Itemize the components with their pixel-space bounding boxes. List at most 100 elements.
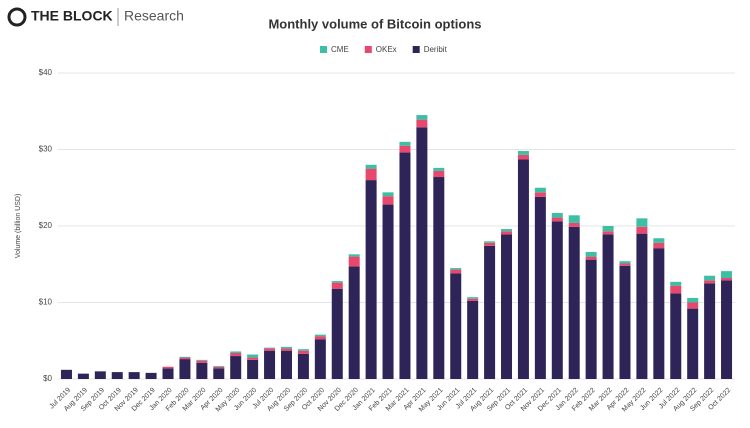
bar-segment: [551, 217, 563, 222]
bar-segment: [264, 350, 276, 379]
bar-segment: [484, 242, 496, 246]
bar-segment: [602, 226, 614, 232]
bar-segment: [297, 349, 309, 351]
legend-label: OKEx: [376, 45, 397, 54]
bar-segment: [568, 222, 580, 227]
bar-segment: [179, 357, 191, 360]
bar-segment: [230, 352, 242, 357]
logo-icon: [7, 7, 27, 27]
bar-segment: [264, 347, 276, 349]
bar-segment: [568, 226, 580, 379]
bar-segment: [331, 288, 343, 379]
bar-segment: [619, 261, 631, 264]
bar-segment: [467, 297, 479, 299]
bar-segment: [179, 356, 191, 358]
bar-segment: [467, 298, 479, 301]
bar-segment: [551, 221, 563, 379]
bar-segment: [534, 192, 546, 197]
bar-segment: [585, 259, 597, 379]
bar-segment: [280, 348, 292, 351]
bar-segment: [551, 212, 563, 218]
bar-segment: [331, 281, 343, 283]
bar-segment: [162, 368, 174, 379]
bar-segment: [348, 256, 360, 267]
bar-segment: [602, 231, 614, 235]
bar-segment: [60, 369, 72, 379]
bar-segment: [416, 119, 428, 128]
bar-segment: [585, 252, 597, 257]
y-tick-label: $20: [39, 221, 53, 230]
bar-segment: [653, 238, 665, 243]
y-tick-label: $30: [39, 145, 53, 154]
bar-segment: [517, 159, 529, 379]
y-axis-label: Volume (billion USD): [15, 194, 22, 259]
bar-segment: [230, 351, 242, 353]
bar-segment: [399, 152, 411, 379]
bar-segment: [433, 167, 445, 171]
legend-swatch: [320, 46, 327, 53]
bar-segment: [619, 265, 631, 379]
bar-segment: [77, 373, 89, 379]
brand-section: Research: [124, 8, 184, 24]
bar-segment: [365, 180, 377, 379]
bar-segment: [602, 234, 614, 379]
bar-segment: [348, 254, 360, 257]
legend-label: Deribit: [424, 45, 448, 54]
bar-segment: [670, 293, 682, 379]
legend-swatch: [364, 46, 372, 53]
bar-segment: [213, 365, 225, 367]
bar-segment: [297, 350, 309, 354]
bar-segment: [484, 241, 496, 243]
logo: THE BLOCK Research: [7, 7, 184, 27]
bar-segment: [247, 359, 259, 379]
bar-segment: [264, 348, 276, 351]
bar-segment: [179, 359, 191, 379]
bar-segment: [433, 170, 445, 178]
bar-segment: [670, 285, 682, 294]
y-tick-label: $40: [39, 68, 53, 77]
bar-segment: [534, 196, 546, 379]
bar-segment: [416, 127, 428, 379]
bar-segment: [399, 145, 411, 153]
bar-segment: [670, 281, 682, 286]
bar-segment: [450, 268, 462, 270]
bar-segment: [247, 357, 259, 360]
chart-title: Monthly volume of Bitcoin options: [268, 16, 481, 31]
bar-segment: [704, 275, 716, 281]
y-tick-label: $0: [43, 374, 52, 383]
bar-segment: [501, 229, 513, 232]
bar-segment: [585, 256, 597, 260]
bar-segment: [382, 192, 394, 197]
bar-segment: [382, 204, 394, 379]
bar-segment: [196, 359, 208, 361]
bar-segment: [314, 334, 326, 337]
bar-segment: [501, 234, 513, 379]
bar-segment: [213, 368, 225, 379]
bar-segment: [433, 177, 445, 379]
bar-segment: [636, 226, 648, 234]
bar-segment: [145, 372, 157, 379]
bar-segment: [450, 273, 462, 379]
bar-segment: [704, 283, 716, 379]
brand: THE BLOCK: [31, 8, 113, 24]
bar-segment: [484, 245, 496, 379]
bar-segment: [365, 164, 377, 169]
bar-segment: [416, 115, 428, 120]
bar-segment: [297, 353, 309, 379]
bar-segment: [467, 300, 479, 379]
bar-segment: [331, 282, 343, 289]
bar-segment: [704, 280, 716, 284]
bar-segment: [721, 278, 733, 281]
bar-segment: [653, 242, 665, 249]
bar-segment: [687, 308, 699, 379]
bar-segment: [128, 372, 140, 379]
bar-segment: [687, 302, 699, 309]
bar-segment: [314, 336, 326, 340]
bar-segment: [94, 371, 106, 379]
bar-segment: [348, 266, 360, 379]
bar-segment: [501, 231, 513, 235]
bar-segment: [721, 271, 733, 279]
bar-segment: [653, 248, 665, 379]
bar-segment: [280, 350, 292, 379]
bar-segment: [247, 354, 259, 358]
